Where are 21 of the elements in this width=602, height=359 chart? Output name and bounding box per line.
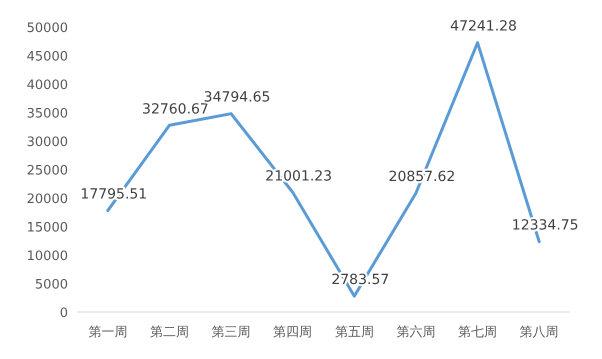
x-tick-label: 第五周 (334, 325, 374, 340)
y-tick-label: 0 (60, 306, 68, 321)
x-tick-label: 第二周 (150, 325, 189, 340)
y-tick-label: 50000 (26, 21, 68, 36)
y-tick-label: 10000 (26, 249, 68, 264)
y-tick-label: 30000 (26, 135, 68, 150)
data-label: 47241.28 (450, 18, 517, 35)
x-tick-label: 第三周 (212, 325, 251, 340)
y-tick-label: 5000 (34, 278, 68, 292)
x-tick-label: 第六周 (396, 325, 436, 340)
data-label: 32760.67 (142, 101, 209, 118)
x-tick-label: 第一周 (88, 325, 128, 340)
y-tick-label: 45000 (26, 50, 68, 64)
y-tick-label: 40000 (26, 78, 68, 93)
x-tick-label: 第八周 (520, 325, 559, 340)
y-tick-label: 20000 (26, 192, 68, 207)
x-tick-label: 第四周 (273, 325, 312, 340)
y-tick-label: 15000 (26, 220, 68, 236)
y-tick-label: 35000 (26, 106, 68, 122)
y-tick-label: 25000 (26, 164, 68, 178)
x-tick-label: 第七周 (458, 325, 498, 340)
